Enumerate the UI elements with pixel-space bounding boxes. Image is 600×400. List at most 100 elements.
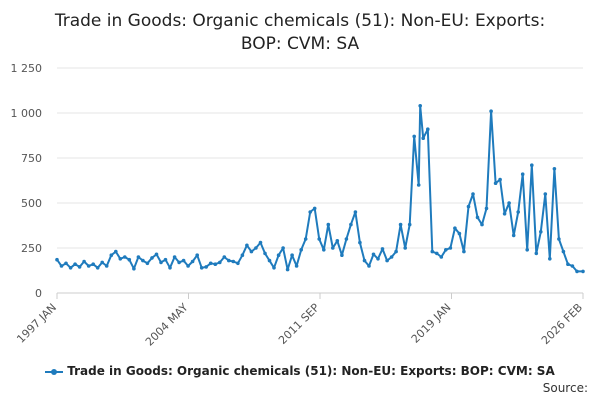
data-point[interactable]	[263, 251, 267, 256]
data-point[interactable]	[163, 257, 168, 262]
data-point[interactable]	[380, 247, 385, 251]
data-point[interactable]	[82, 259, 86, 264]
data-point[interactable]	[502, 212, 507, 216]
data-point[interactable]	[426, 127, 430, 131]
data-point[interactable]	[218, 260, 222, 265]
data-point[interactable]	[168, 266, 172, 270]
data-point[interactable]	[498, 177, 502, 182]
data-point[interactable]	[543, 192, 548, 196]
data-point[interactable]	[240, 253, 245, 257]
data-point[interactable]	[430, 249, 435, 254]
data-point[interactable]	[539, 230, 543, 234]
data-point[interactable]	[534, 251, 539, 256]
data-point[interactable]	[150, 256, 154, 260]
data-point[interactable]	[548, 257, 552, 261]
data-point[interactable]	[294, 264, 299, 268]
data-point[interactable]	[199, 266, 204, 270]
data-point[interactable]	[326, 222, 331, 227]
data-point[interactable]	[511, 233, 516, 238]
data-point[interactable]	[86, 264, 91, 268]
data-point[interactable]	[141, 258, 145, 263]
data-point[interactable]	[520, 172, 525, 176]
source-label[interactable]: Source:	[542, 381, 588, 395]
data-point[interactable]	[552, 167, 557, 171]
data-point[interactable]	[371, 252, 376, 257]
data-point[interactable]	[64, 261, 68, 266]
data-point[interactable]	[73, 262, 77, 267]
data-point[interactable]	[484, 206, 489, 211]
data-point[interactable]	[439, 255, 444, 259]
data-point[interactable]	[290, 253, 294, 257]
data-point[interactable]	[190, 259, 195, 264]
data-point[interactable]	[104, 264, 109, 268]
data-point[interactable]	[132, 266, 136, 271]
data-point[interactable]	[227, 258, 231, 263]
data-point[interactable]	[267, 258, 272, 263]
data-point[interactable]	[154, 252, 159, 257]
data-point[interactable]	[177, 260, 181, 265]
data-point[interactable]	[457, 231, 462, 236]
data-point[interactable]	[353, 210, 358, 214]
data-point[interactable]	[222, 255, 227, 259]
data-point[interactable]	[462, 249, 466, 254]
data-point[interactable]	[100, 260, 104, 265]
data-point[interactable]	[448, 246, 453, 250]
data-point[interactable]	[231, 259, 236, 264]
data-point[interactable]	[581, 269, 585, 274]
data-point[interactable]	[389, 255, 394, 259]
data-point[interactable]	[435, 251, 439, 256]
data-point[interactable]	[254, 246, 258, 250]
data-point[interactable]	[444, 248, 448, 252]
data-point[interactable]	[281, 246, 285, 250]
data-point[interactable]	[416, 183, 421, 187]
data-point[interactable]	[516, 210, 520, 214]
data-point[interactable]	[272, 266, 276, 270]
data-point[interactable]	[575, 269, 579, 274]
data-point[interactable]	[340, 253, 344, 257]
data-point[interactable]	[276, 253, 281, 257]
data-point[interactable]	[258, 240, 263, 245]
data-point[interactable]	[398, 222, 403, 227]
data-point[interactable]	[475, 215, 480, 220]
data-point[interactable]	[213, 262, 218, 267]
data-point[interactable]	[480, 222, 484, 227]
data-point[interactable]	[407, 222, 412, 227]
data-point[interactable]	[208, 261, 213, 266]
data-point[interactable]	[493, 181, 498, 185]
data-point[interactable]	[412, 134, 417, 139]
data-point[interactable]	[204, 265, 208, 269]
data-point[interactable]	[303, 237, 308, 241]
data-point[interactable]	[236, 261, 240, 266]
data-point[interactable]	[114, 249, 118, 254]
data-point[interactable]	[507, 201, 511, 205]
data-point[interactable]	[77, 265, 82, 269]
data-point[interactable]	[376, 257, 380, 261]
data-point[interactable]	[570, 264, 575, 268]
data-point[interactable]	[245, 243, 249, 248]
data-point[interactable]	[358, 240, 362, 245]
data-point[interactable]	[331, 246, 335, 250]
data-point[interactable]	[466, 204, 471, 209]
data-point[interactable]	[123, 255, 127, 259]
data-point[interactable]	[557, 237, 561, 241]
data-point[interactable]	[145, 261, 150, 266]
data-point[interactable]	[136, 255, 141, 259]
data-point[interactable]	[91, 262, 95, 267]
data-point[interactable]	[362, 258, 367, 263]
data-point[interactable]	[172, 255, 177, 259]
data-point[interactable]	[159, 260, 163, 265]
data-point[interactable]	[317, 237, 322, 241]
data-point[interactable]	[421, 136, 426, 140]
data-point[interactable]	[471, 192, 475, 196]
data-point[interactable]	[95, 266, 100, 270]
data-point[interactable]	[385, 258, 389, 263]
data-point[interactable]	[59, 264, 64, 268]
data-point[interactable]	[195, 253, 199, 257]
data-point[interactable]	[489, 109, 493, 113]
data-point[interactable]	[186, 264, 190, 268]
data-point[interactable]	[285, 267, 290, 272]
data-point[interactable]	[299, 248, 304, 252]
data-point[interactable]	[55, 257, 59, 262]
data-point[interactable]	[109, 253, 114, 257]
data-point[interactable]	[530, 163, 534, 167]
